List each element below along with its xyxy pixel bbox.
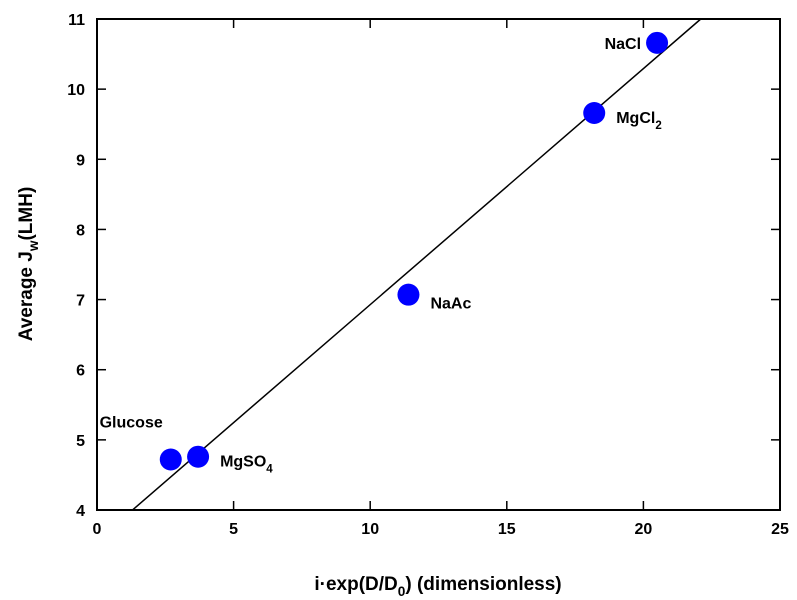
data-point (159, 448, 182, 471)
axis-ticks: 0 5 10 15 20 25 4 5 6 7 8 9 10 11 (67, 12, 789, 538)
y-tick-label: 8 (76, 222, 85, 239)
y-tick-label: 6 (76, 363, 85, 380)
point-label: NaCl (605, 36, 641, 53)
x-tick-label: 25 (771, 521, 789, 538)
point-label: MgSO4 (220, 454, 273, 476)
y-tick-label: 10 (67, 82, 85, 99)
y-tick-label: 5 (76, 433, 85, 450)
data-points: Glucose MgSO4 NaAc MgCl2 NaCl (100, 31, 669, 476)
point-label: MgCl2 (616, 110, 662, 132)
data-point (397, 283, 420, 306)
y-tick-label: 9 (76, 152, 85, 169)
x-tick-label: 0 (93, 521, 102, 538)
y-axis-title: Average Jw(LMH) (16, 187, 41, 342)
point-label: Glucose (100, 414, 163, 431)
y-tick-label: 4 (76, 503, 85, 520)
x-tick-label: 10 (361, 521, 379, 538)
y-tick-label: 7 (76, 293, 85, 310)
fit-line (132, 18, 702, 511)
x-tick-label: 15 (498, 521, 516, 538)
point-label: NaAc (430, 296, 471, 313)
plot-frame (96, 18, 781, 511)
x-tick-label: 20 (635, 521, 653, 538)
y-tick-label: 11 (68, 12, 85, 29)
data-point (187, 445, 210, 468)
x-tick-label: 5 (229, 521, 238, 538)
fit-line-group (132, 18, 702, 511)
data-point (646, 31, 669, 54)
x-axis-title: i·exp(D/D0) (dimensionless) (314, 574, 561, 599)
data-point (583, 101, 606, 124)
